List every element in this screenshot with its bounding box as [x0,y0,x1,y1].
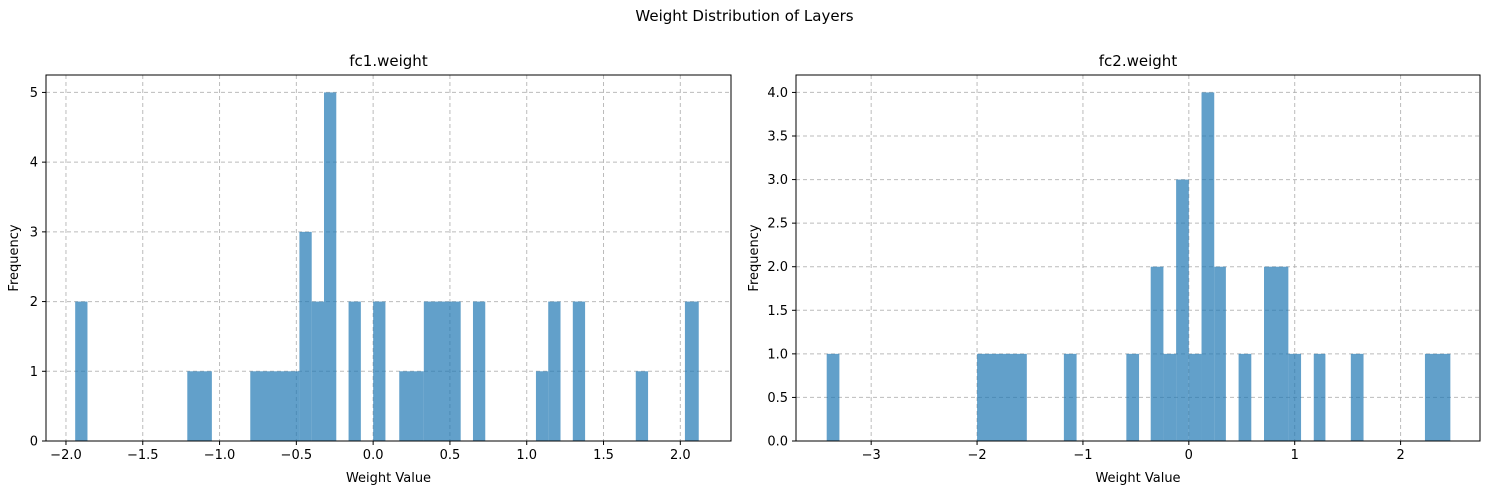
histogram-bar [535,371,549,441]
histogram-bar [1150,266,1164,441]
y-tick-label: 3.0 [767,173,788,188]
histogram-bar [1350,353,1364,441]
x-tick-label: −0.5 [281,448,313,463]
axes-frame [795,74,1481,442]
x-tick-label: 0 [1185,448,1193,463]
histogram-bar [311,301,324,441]
x-tick-label: 2 [1396,448,1404,463]
y-tick-label: 3 [30,225,38,240]
x-tick-label: −2 [967,448,986,463]
histogram-bar [635,371,649,441]
subplot-title: fc1.weight [349,52,428,70]
x-tick-label: −1.0 [204,448,236,463]
histogram-bar [423,301,461,441]
histogram-bar [348,301,361,441]
histogram-bar [1176,179,1189,442]
histogram-bar [399,371,424,441]
x-tick-label: 0.0 [363,448,384,463]
histogram-bar [1063,353,1077,441]
histogram-bar [1126,353,1140,441]
histogram-bar [1238,353,1252,441]
histogram-bar [572,301,586,441]
histogram-bar [1201,92,1215,441]
x-tick-label: −3 [862,448,881,463]
histogram-bar [299,231,312,441]
subplot-fc2-weight: −3 −2 −1 0 1 2 0.0 0.5 1.0 1.5 2.0 2.5 3.0 3.5 4.0 fc2.… [747,52,1481,486]
histogram-bar [75,301,88,441]
x-axis-label: Weight Value [346,471,431,486]
histogram-bar [1214,266,1226,441]
histogram-bar [548,301,561,441]
subplot-title: fc2.weight [1099,52,1178,70]
histogram-bar [1188,353,1202,441]
y-tick-label: 0.0 [767,435,788,450]
x-tick-label: 1.5 [593,448,614,463]
histogram-bar [826,353,840,441]
y-tick-label: 4.0 [767,86,788,101]
histogram-bar [373,301,386,441]
histogram-bar [1264,266,1289,441]
subplot-fc1-weight: −2.0 −1.5 −1.0 −0.5 0.0 0.5 1.0 1.5 2.0 0 1 2 3 4 5 fc1… [7,52,732,486]
histogram-bar [1424,353,1451,441]
histogram-bar [1163,353,1177,441]
x-tick-label: −1 [1073,448,1092,463]
x-tick-label: −2.0 [50,448,82,463]
y-tick-label: 2.0 [767,260,788,275]
y-tick-label: 2 [30,295,38,310]
y-axis-label: Frequency [747,224,762,291]
histogram-bar [977,353,1027,441]
y-tick-label: 0 [30,435,38,450]
x-tick-label: 2.0 [670,448,691,463]
y-axis-label: Frequency [7,224,22,291]
y-tick-label: 1.5 [767,304,788,319]
x-axis-label: Weight Value [1095,471,1180,486]
y-tick-label: 3.5 [767,130,788,145]
axes-frame [45,74,732,442]
y-tick-label: 2.5 [767,217,788,232]
x-tick-label: 1 [1291,448,1299,463]
y-tick-label: 1.0 [767,347,788,362]
y-tick-label: 5 [30,86,38,101]
histogram-bar [250,371,300,441]
x-tick-label: 1.0 [516,448,537,463]
x-tick-label: 0.5 [440,448,461,463]
histogram-bar [323,92,337,441]
x-tick-label: −1.5 [127,448,159,463]
figure-suptitle: Weight Distribution of Layers [635,7,854,25]
y-tick-label: 0.5 [767,391,788,406]
y-tick-label: 4 [30,156,38,171]
histogram-bar [684,301,699,441]
histogram-bar [472,301,486,441]
histogram-bar [1288,353,1302,441]
y-tick-label: 1 [30,365,38,380]
histogram-bar [1313,353,1326,441]
histogram-bar [187,371,212,441]
